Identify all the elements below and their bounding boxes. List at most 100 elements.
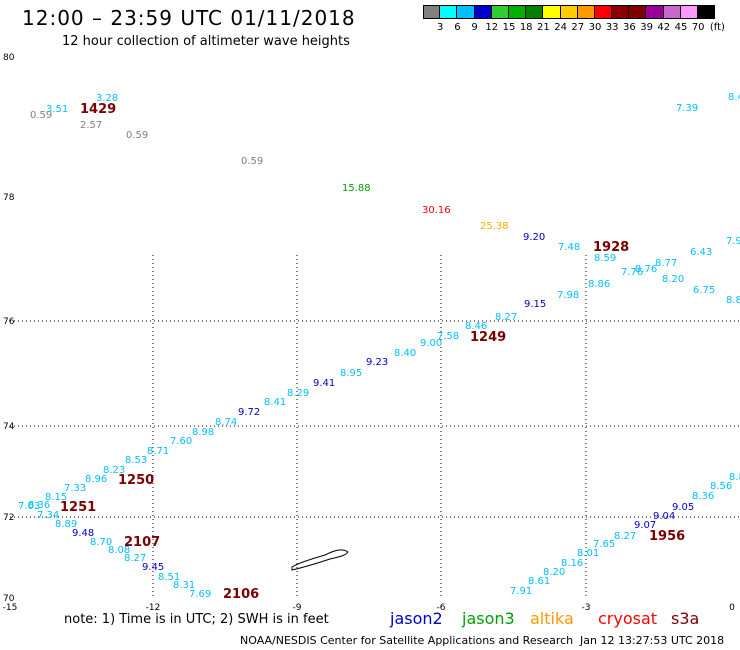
wave-height-label: 8.98 — [192, 427, 214, 438]
pass-time-label: 1928 — [593, 240, 629, 255]
wave-height-label: 8.51 — [158, 572, 180, 583]
wave-height-label: 8.15 — [45, 492, 67, 503]
wave-height-label: 8.20 — [662, 274, 684, 285]
scale-swatch — [646, 5, 664, 19]
wave-height-label: 7.33 — [64, 483, 86, 494]
wave-height-label: 8.27 — [495, 312, 517, 323]
scale-label: 9 — [471, 22, 478, 33]
wave-height-label: 8.74 — [215, 417, 237, 428]
scale-swatch — [560, 5, 578, 19]
scale-label: 45 — [674, 22, 688, 33]
scale-label: 42 — [657, 22, 671, 33]
scale-swatch — [698, 5, 716, 19]
wave-height-label: 8.56 — [710, 481, 732, 492]
legend-altika: altika — [530, 609, 574, 628]
y-tick-label: 76 — [3, 317, 15, 327]
wave-height-label: 7.91 — [510, 586, 532, 597]
scale-swatch — [629, 5, 647, 19]
grid-lines — [10, 255, 740, 598]
wave-height-label: 0.59 — [30, 110, 52, 121]
wave-height-label: 7.48 — [558, 242, 580, 253]
wave-height-label: 8.23 — [103, 465, 125, 476]
wave-height-label: 8.31 — [173, 580, 195, 591]
pass-time-label: 1249 — [470, 330, 506, 345]
legend-s3a: s3a — [671, 609, 700, 628]
x-tick-label: -3 — [582, 603, 591, 613]
wave-height-label: 8.29 — [287, 388, 309, 399]
x-tick-label: -15 — [3, 603, 18, 613]
color-scale — [423, 5, 716, 19]
scale-swatch — [457, 5, 475, 19]
wave-height-label: 7.69 — [189, 589, 211, 600]
wave-height-label: 8.01 — [577, 548, 599, 559]
wave-height-label: 8.70 — [90, 537, 112, 548]
axis-labels: -15 -12 -9 -6 -3 0 80 78 76 74 72 70 — [3, 53, 735, 613]
scale-swatch — [508, 5, 527, 19]
scale-swatch — [440, 5, 458, 19]
x-tick-label: 0 — [729, 603, 735, 613]
scale-swatch — [612, 5, 630, 19]
wave-height-label: 2.57 — [80, 120, 102, 131]
scale-swatch — [594, 5, 613, 19]
wave-height-label: 7.98 — [557, 290, 579, 301]
y-tick-label: 70 — [3, 594, 15, 604]
scale-label: (ft) — [709, 22, 725, 33]
x-tick-label: -9 — [293, 603, 302, 613]
scale-swatch — [663, 5, 681, 19]
wave-height-label: 3.28 — [96, 93, 118, 104]
wave-height-label: 8.27 — [614, 531, 636, 542]
wave-height-values: 0.593.513.282.570.590.5915.8830.1625.389… — [18, 92, 740, 600]
wave-height-label: 8.96 — [85, 474, 107, 485]
wave-height-label: 8.08 — [108, 545, 130, 556]
wave-height-label: 8.20 — [543, 567, 565, 578]
wave-height-label: 7.65 — [593, 539, 615, 550]
scale-label: 39 — [640, 22, 653, 33]
pass-time-label: 1250 — [118, 473, 154, 488]
wave-height-label: 9.15 — [524, 299, 546, 310]
scale-label: 18 — [519, 22, 533, 33]
scale-swatch — [423, 5, 441, 19]
scale-label: 15 — [502, 22, 516, 33]
x-tick-label: -6 — [437, 603, 446, 613]
wave-height-label: 8.59 — [594, 253, 616, 264]
wave-height-label: 8.61 — [528, 576, 550, 587]
wave-height-label: 15.88 — [342, 183, 371, 194]
scale-swatch — [577, 5, 595, 19]
wave-height-label: 8.4 — [728, 92, 740, 103]
wave-height-label: 9.41 — [313, 378, 335, 389]
scale-swatch — [526, 5, 544, 19]
map-title: 12:00 – 23:59 UTC 01/11/2018 — [22, 6, 356, 30]
wave-height-label: 8.86 — [588, 279, 610, 290]
timestamp-text: Jan 12 13:27:53 UTC 2018 — [580, 634, 725, 647]
island-outline — [291, 549, 349, 571]
wave-height-label: 9.45 — [142, 562, 164, 573]
wave-height-label: 7.9 — [726, 236, 740, 247]
y-tick-label: 78 — [3, 193, 15, 203]
wave-height-label: 9.20 — [523, 232, 545, 243]
legend-jason2: jason2 — [390, 609, 443, 628]
scale-label: 70 — [691, 22, 705, 33]
wave-height-label: 8.36 — [692, 491, 714, 502]
wave-height-label: 0.59 — [126, 130, 148, 141]
wave-height-label: 7.58 — [437, 331, 459, 342]
wave-height-label: 9.48 — [72, 528, 94, 539]
scale-swatch — [474, 5, 492, 19]
wave-height-label: 8.46 — [465, 321, 487, 332]
wave-height-label: 7.60 — [170, 436, 192, 447]
wave-height-label: 0.59 — [241, 156, 263, 167]
wave-height-label: 8.76 — [635, 264, 657, 275]
wave-height-label: 25.38 — [480, 221, 509, 232]
wave-height-label: 8.8 — [729, 472, 740, 483]
legend-cryosat: cryosat — [598, 609, 658, 628]
scale-swatch — [680, 5, 698, 19]
wave-height-label: 8.71 — [147, 446, 169, 457]
scale-label: 27 — [571, 22, 585, 33]
y-tick-label: 72 — [3, 513, 14, 523]
scale-label: 21 — [537, 22, 550, 33]
x-tick-label: -12 — [146, 603, 161, 613]
pass-time-label: 1429 — [80, 102, 116, 117]
wave-height-label: 9.04 — [653, 511, 675, 522]
wave-height-label: 30.16 — [422, 205, 451, 216]
wave-height-label: 9.23 — [366, 357, 388, 368]
